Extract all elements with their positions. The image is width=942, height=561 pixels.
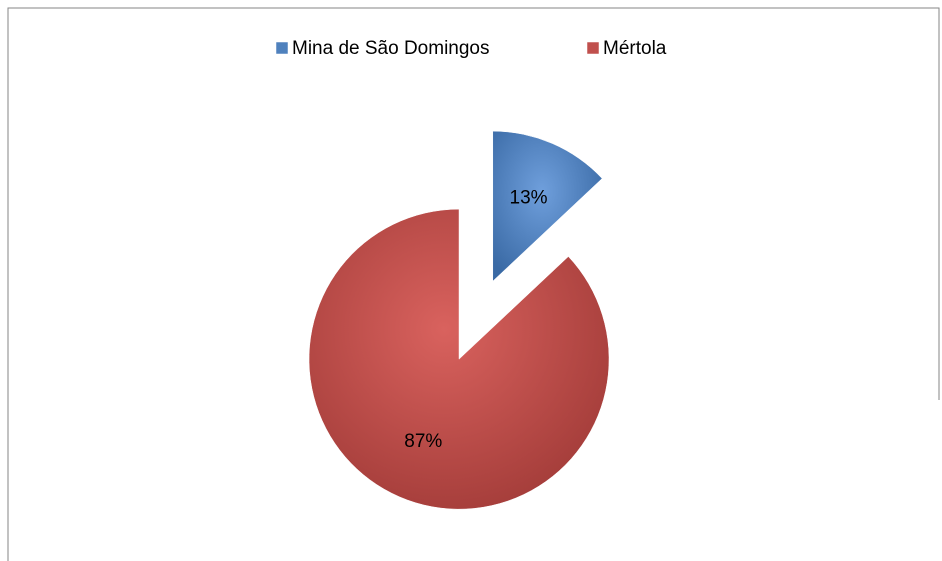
legend-label: Mértola	[603, 38, 667, 59]
legend-marker	[275, 41, 289, 55]
data-label: 87%	[404, 431, 442, 452]
legend-marker	[586, 41, 600, 55]
pie-slice	[308, 208, 610, 510]
data-label: 13%	[510, 188, 548, 209]
pie-slice	[492, 130, 603, 282]
chart-border	[7, 7, 940, 561]
legend-label: Mina de São Domingos	[292, 38, 490, 59]
